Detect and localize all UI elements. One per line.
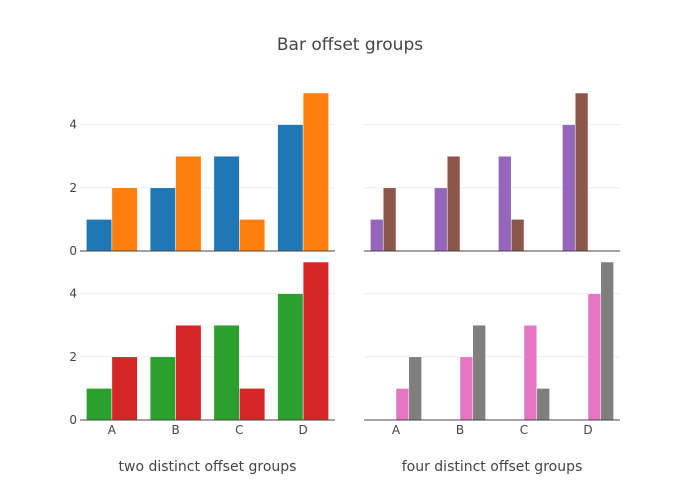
bar-a bbox=[111, 356, 138, 421]
bar-a bbox=[370, 219, 384, 252]
bar-a bbox=[86, 219, 113, 252]
subplot-top-left: 0 2 4 bbox=[69, 92, 335, 258]
subplot-top-right bbox=[364, 92, 620, 252]
chart-title: Bar offset groups bbox=[277, 35, 423, 55]
x-axis-title: four distinct offset groups bbox=[402, 459, 583, 475]
bar-d bbox=[302, 261, 329, 421]
bar-d bbox=[574, 92, 589, 252]
bar-c bbox=[239, 219, 266, 252]
bar-c bbox=[213, 155, 240, 252]
y-tick-label: 0 bbox=[69, 244, 77, 258]
x-tick-label: B bbox=[456, 423, 464, 437]
x-tick-label: A bbox=[392, 423, 401, 437]
bar-a bbox=[395, 388, 410, 421]
bar-c bbox=[213, 324, 240, 421]
x-tick-label: A bbox=[108, 423, 117, 437]
bar-c bbox=[536, 388, 550, 421]
y-tick-label: 4 bbox=[69, 118, 77, 132]
bar-b bbox=[472, 324, 486, 421]
y-tick-label: 4 bbox=[69, 287, 77, 301]
bar-c bbox=[510, 219, 525, 252]
bar-a bbox=[86, 388, 113, 421]
bar-b bbox=[446, 155, 461, 252]
x-axis-title: two distinct offset groups bbox=[119, 459, 297, 475]
bar-b bbox=[149, 187, 176, 252]
bar-b bbox=[149, 356, 176, 421]
bar-a bbox=[382, 187, 397, 252]
bar-d bbox=[302, 92, 329, 252]
x-tick-label: D bbox=[583, 423, 592, 437]
x-tick-label: D bbox=[299, 423, 308, 437]
bar-b bbox=[434, 187, 448, 252]
x-tick-label: B bbox=[172, 423, 180, 437]
y-tick-label: 2 bbox=[69, 181, 77, 195]
bar-c bbox=[523, 324, 538, 421]
bar-c bbox=[498, 155, 512, 252]
bar-d bbox=[600, 261, 614, 421]
bar-d bbox=[562, 124, 576, 252]
bar-d bbox=[277, 293, 304, 421]
bar-b bbox=[175, 155, 202, 252]
x-tick-label: C bbox=[520, 423, 528, 437]
x-tick-label: C bbox=[235, 423, 243, 437]
bar-d bbox=[587, 293, 602, 421]
y-tick-label: 0 bbox=[69, 413, 77, 427]
bar-c bbox=[239, 388, 266, 421]
bar-d bbox=[277, 124, 304, 252]
y-tick-label: 2 bbox=[69, 350, 77, 364]
bar-b bbox=[175, 324, 202, 421]
bar-a bbox=[408, 356, 422, 421]
bar-b bbox=[459, 356, 474, 421]
bar-a bbox=[111, 187, 138, 252]
